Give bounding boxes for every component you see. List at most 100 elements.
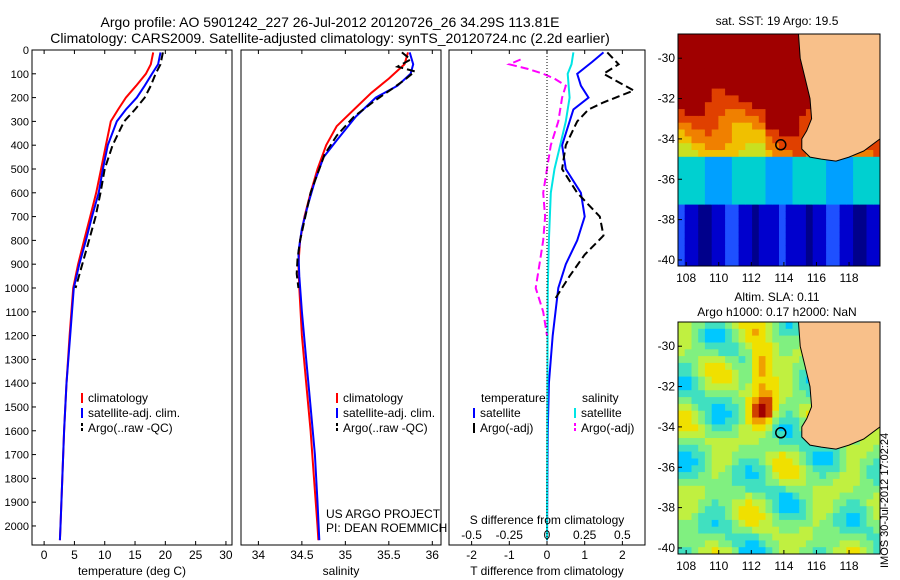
map-cell xyxy=(792,376,800,384)
map-cell xyxy=(731,342,740,350)
map-cell xyxy=(765,122,773,130)
map-cell xyxy=(792,68,800,76)
map-cell xyxy=(839,519,847,528)
map-cell xyxy=(678,74,686,83)
map-cell xyxy=(718,431,726,439)
map-cell xyxy=(684,47,692,55)
map-cell xyxy=(725,47,733,55)
map-cell xyxy=(731,451,740,459)
map-cell xyxy=(718,533,726,541)
map-cell xyxy=(846,177,854,185)
map-cell xyxy=(779,485,787,494)
map-cell xyxy=(704,322,713,330)
map-cell xyxy=(711,540,719,548)
x-tick-label: 36 xyxy=(426,548,440,562)
map-cell xyxy=(819,540,827,548)
map-cell xyxy=(765,513,773,521)
map-cell xyxy=(731,417,740,425)
map-cell xyxy=(765,109,773,117)
map-cell xyxy=(758,390,766,398)
map-cell xyxy=(731,519,740,528)
x-tick-label: 34 xyxy=(252,548,266,562)
map-cell xyxy=(745,451,753,459)
map-cell xyxy=(731,478,740,487)
map-x-tick-label: 116 xyxy=(807,271,826,285)
map-cell xyxy=(718,184,726,192)
map-cell xyxy=(853,163,861,171)
map-cell xyxy=(792,472,800,480)
map-cell xyxy=(839,238,847,246)
y-tick-label: 500 xyxy=(11,164,29,176)
map-cell xyxy=(758,238,766,246)
map-cell xyxy=(799,499,807,507)
map-cell xyxy=(684,465,692,473)
map-cell xyxy=(819,225,827,233)
map-cell xyxy=(738,390,746,398)
map-cell xyxy=(684,451,692,459)
map-cell xyxy=(704,204,713,212)
map-cell xyxy=(866,259,874,267)
map-x-tick-label: 108 xyxy=(676,559,696,573)
map-cell xyxy=(779,238,787,246)
map-cell xyxy=(711,499,719,507)
map-y-tick-label: -38 xyxy=(658,501,676,515)
map-cell xyxy=(725,61,733,69)
map-cell xyxy=(731,383,740,391)
map-cell xyxy=(772,444,780,453)
map-cell xyxy=(711,211,719,219)
map-cell xyxy=(698,143,706,151)
map-cell xyxy=(792,156,800,165)
map-cell xyxy=(819,506,827,514)
map-cell xyxy=(684,252,692,260)
map-cell xyxy=(725,342,733,350)
map-cell xyxy=(718,163,726,171)
map-cell xyxy=(799,451,807,459)
map-cell xyxy=(691,88,699,96)
map-cell xyxy=(839,252,847,260)
map-cell xyxy=(752,547,760,555)
map-cell xyxy=(704,34,713,42)
map-cell xyxy=(792,526,800,534)
map-cell xyxy=(765,540,773,548)
map-cell xyxy=(765,417,773,425)
map-cell xyxy=(711,458,719,466)
map-frame xyxy=(677,321,881,555)
map-cell xyxy=(745,513,753,521)
map-cell xyxy=(799,115,807,124)
map-cell xyxy=(772,465,780,473)
map-cell xyxy=(866,150,874,158)
map-cell xyxy=(758,129,766,137)
map-cell xyxy=(826,218,834,226)
map-cell xyxy=(738,506,746,514)
map-cell xyxy=(819,492,827,500)
map-cell xyxy=(826,238,834,246)
map-cell xyxy=(745,129,753,137)
map-cell xyxy=(684,431,692,439)
map-cell xyxy=(866,506,874,514)
map-cell xyxy=(678,61,686,69)
map-cell xyxy=(839,190,847,199)
map-cell xyxy=(832,465,841,473)
map-cell xyxy=(832,506,841,514)
map-cell xyxy=(738,369,746,378)
map-cell xyxy=(805,390,814,398)
legend-label: Argo(..raw -QC) xyxy=(88,421,173,435)
map-cell xyxy=(678,513,686,521)
map-cell xyxy=(846,156,854,165)
map-cell xyxy=(772,81,780,90)
map-cell xyxy=(839,211,847,219)
map-cell xyxy=(758,540,766,548)
map-cell xyxy=(805,184,814,192)
map-cell xyxy=(678,68,686,76)
map-cell xyxy=(752,129,760,137)
y-tick-label: 800 xyxy=(11,235,29,247)
map-cell xyxy=(678,533,686,541)
map-cell xyxy=(691,102,699,110)
map-cell xyxy=(846,218,854,226)
map-cell xyxy=(799,547,807,555)
map-cell xyxy=(832,451,841,459)
map-cell xyxy=(859,156,867,165)
map-cell xyxy=(718,252,726,260)
map-cell xyxy=(839,231,847,240)
map-cell xyxy=(832,519,841,528)
